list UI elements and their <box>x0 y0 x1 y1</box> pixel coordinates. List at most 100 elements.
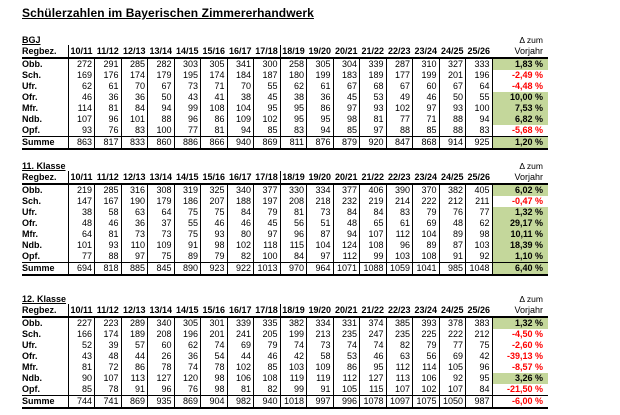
value-cell: 103 <box>465 240 493 251</box>
value-cell: 46 <box>412 92 440 103</box>
value-cell: 982 <box>227 395 254 409</box>
value-cell: 213 <box>306 329 334 340</box>
value-cell: 112 <box>333 373 360 384</box>
value-cell: 83 <box>121 125 148 137</box>
value-cell: 84 <box>359 207 387 218</box>
value-cell: 393 <box>412 317 440 329</box>
year-header-cell: 24/25 <box>439 45 466 59</box>
value-cell: 53 <box>333 351 360 362</box>
value-cell: 93 <box>359 103 387 114</box>
value-cell: 81 <box>359 114 387 125</box>
value-cell: 73 <box>174 81 201 92</box>
region-header-cell: Regbez. <box>22 304 69 318</box>
header-row: Regbez. 10/11 11/12 12/13 13/14 14/15 15/16 16/… <box>22 304 548 318</box>
value-cell: 78 <box>94 384 122 396</box>
value-cell: 69 <box>227 340 254 351</box>
value-cell: 62 <box>68 81 95 92</box>
table-row: Sch. 147 167 190 179 186 207 188 197 208 218 232 219… <box>22 196 548 207</box>
value-cell: 98 <box>465 229 493 240</box>
region-cell: Opf. <box>22 251 69 263</box>
value-cell: 110 <box>121 240 148 251</box>
value-cell: 86 <box>200 114 228 125</box>
delta-cell: 10,11 % <box>492 229 548 240</box>
value-cell: 405 <box>465 184 493 196</box>
value-cell: 42 <box>279 351 307 362</box>
value-cell: 93 <box>200 229 228 240</box>
value-cell: 189 <box>121 329 148 340</box>
value-cell: 235 <box>333 329 360 340</box>
value-cell: 227 <box>68 317 95 329</box>
delta-cell: -2,60 % <box>511 340 543 350</box>
value-cell: 147 <box>68 196 95 207</box>
value-cell: 331 <box>333 317 360 329</box>
table-row: Opf. 93 76 83 100 77 81 94 85 83 94 85 97 88 85 88 83 -5,… <box>22 125 548 137</box>
year-header-cell: 10/11 <box>68 45 95 59</box>
value-cell: 81 <box>68 362 95 373</box>
value-cell: 100 <box>147 125 175 137</box>
value-cell: 84 <box>465 384 493 396</box>
delta-cell: 10,00 % <box>492 92 548 103</box>
value-cell: 95 <box>279 114 307 125</box>
value-cell: 341 <box>227 58 254 70</box>
value-cell: 272 <box>68 58 95 70</box>
value-cell: 223 <box>94 317 122 329</box>
value-cell: 115 <box>359 384 387 396</box>
value-cell: 103 <box>386 251 413 263</box>
table-row: Ufr. 38 58 63 64 75 75 84 79 81 73 84 84 83 79 76 77 1,32… <box>22 207 548 218</box>
value-cell: 48 <box>94 351 122 362</box>
value-cell: 316 <box>121 184 148 196</box>
value-cell: 49 <box>386 92 413 103</box>
value-cell: 879 <box>333 136 360 150</box>
value-cell: 985 <box>439 262 466 276</box>
value-cell: 1013 <box>253 262 281 276</box>
value-cell: 89 <box>412 240 440 251</box>
table-row: Ofr. 43 48 44 26 36 54 44 46 42 58 53 46 63 56 69 42 -39,… <box>22 351 548 362</box>
value-cell: 300 <box>253 58 281 70</box>
value-cell: 38 <box>279 92 307 103</box>
value-cell: 327 <box>439 58 466 70</box>
region-cell: Mfr. <box>22 103 69 114</box>
delta-header-line1: Δ zum <box>519 161 543 171</box>
table-label-bgj: BGJ <box>22 35 41 45</box>
data-table-11-klasse: Regbez. 10/11 11/12 12/13 13/14 14/15 15/16 16/… <box>22 171 548 276</box>
value-cell: 69 <box>412 218 440 229</box>
value-cell: 63 <box>386 351 413 362</box>
value-cell: 94 <box>227 125 254 137</box>
value-cell: 818 <box>94 262 122 276</box>
value-cell: 904 <box>200 395 228 409</box>
value-cell: 88 <box>439 125 466 137</box>
value-cell: 339 <box>359 58 387 70</box>
year-header-cell: 21/22 <box>359 304 386 318</box>
value-cell: 93 <box>68 125 95 137</box>
delta-header-line1: Δ zum <box>519 35 543 45</box>
value-cell: 287 <box>386 58 413 70</box>
year-header-cell: 25/26 <box>465 45 492 59</box>
value-cell: 377 <box>333 184 360 196</box>
value-cell: 76 <box>174 384 201 396</box>
delta-cell: -5,68 % <box>511 125 543 135</box>
value-cell: 36 <box>174 351 201 362</box>
value-cell: 79 <box>200 251 228 263</box>
year-header-cell: 19/20 <box>306 171 333 185</box>
value-cell: 119 <box>306 373 334 384</box>
year-header-cell: 14/15 <box>174 171 201 185</box>
value-cell: 99 <box>174 103 201 114</box>
value-cell: 987 <box>465 395 493 409</box>
value-cell: 96 <box>94 114 122 125</box>
value-cell: 54 <box>200 351 228 362</box>
table-row: Opf. 85 78 91 96 76 98 81 82 99 91 105 115 107 102 107 8… <box>22 384 548 396</box>
table-row: Ufr. 52 39 57 60 62 74 69 79 74 73 74 74 82 79 77 75 -2,6… <box>22 340 548 351</box>
value-cell: 74 <box>279 340 307 351</box>
value-cell: 308 <box>147 184 175 196</box>
value-cell: 96 <box>465 362 493 373</box>
value-cell: 222 <box>412 196 440 207</box>
value-cell: 75 <box>200 207 228 218</box>
value-cell: 26 <box>147 351 175 362</box>
value-cell: 102 <box>412 384 440 396</box>
table-row: Sch. 169 176 174 179 195 174 184 187 180 199 183 189… <box>22 70 548 81</box>
value-cell: 86 <box>121 362 148 373</box>
year-header-cell: 18/19 <box>279 45 307 59</box>
value-cell: 922 <box>227 262 254 276</box>
region-cell: Ufr. <box>22 81 69 92</box>
year-header-cell: 12/13 <box>121 171 148 185</box>
